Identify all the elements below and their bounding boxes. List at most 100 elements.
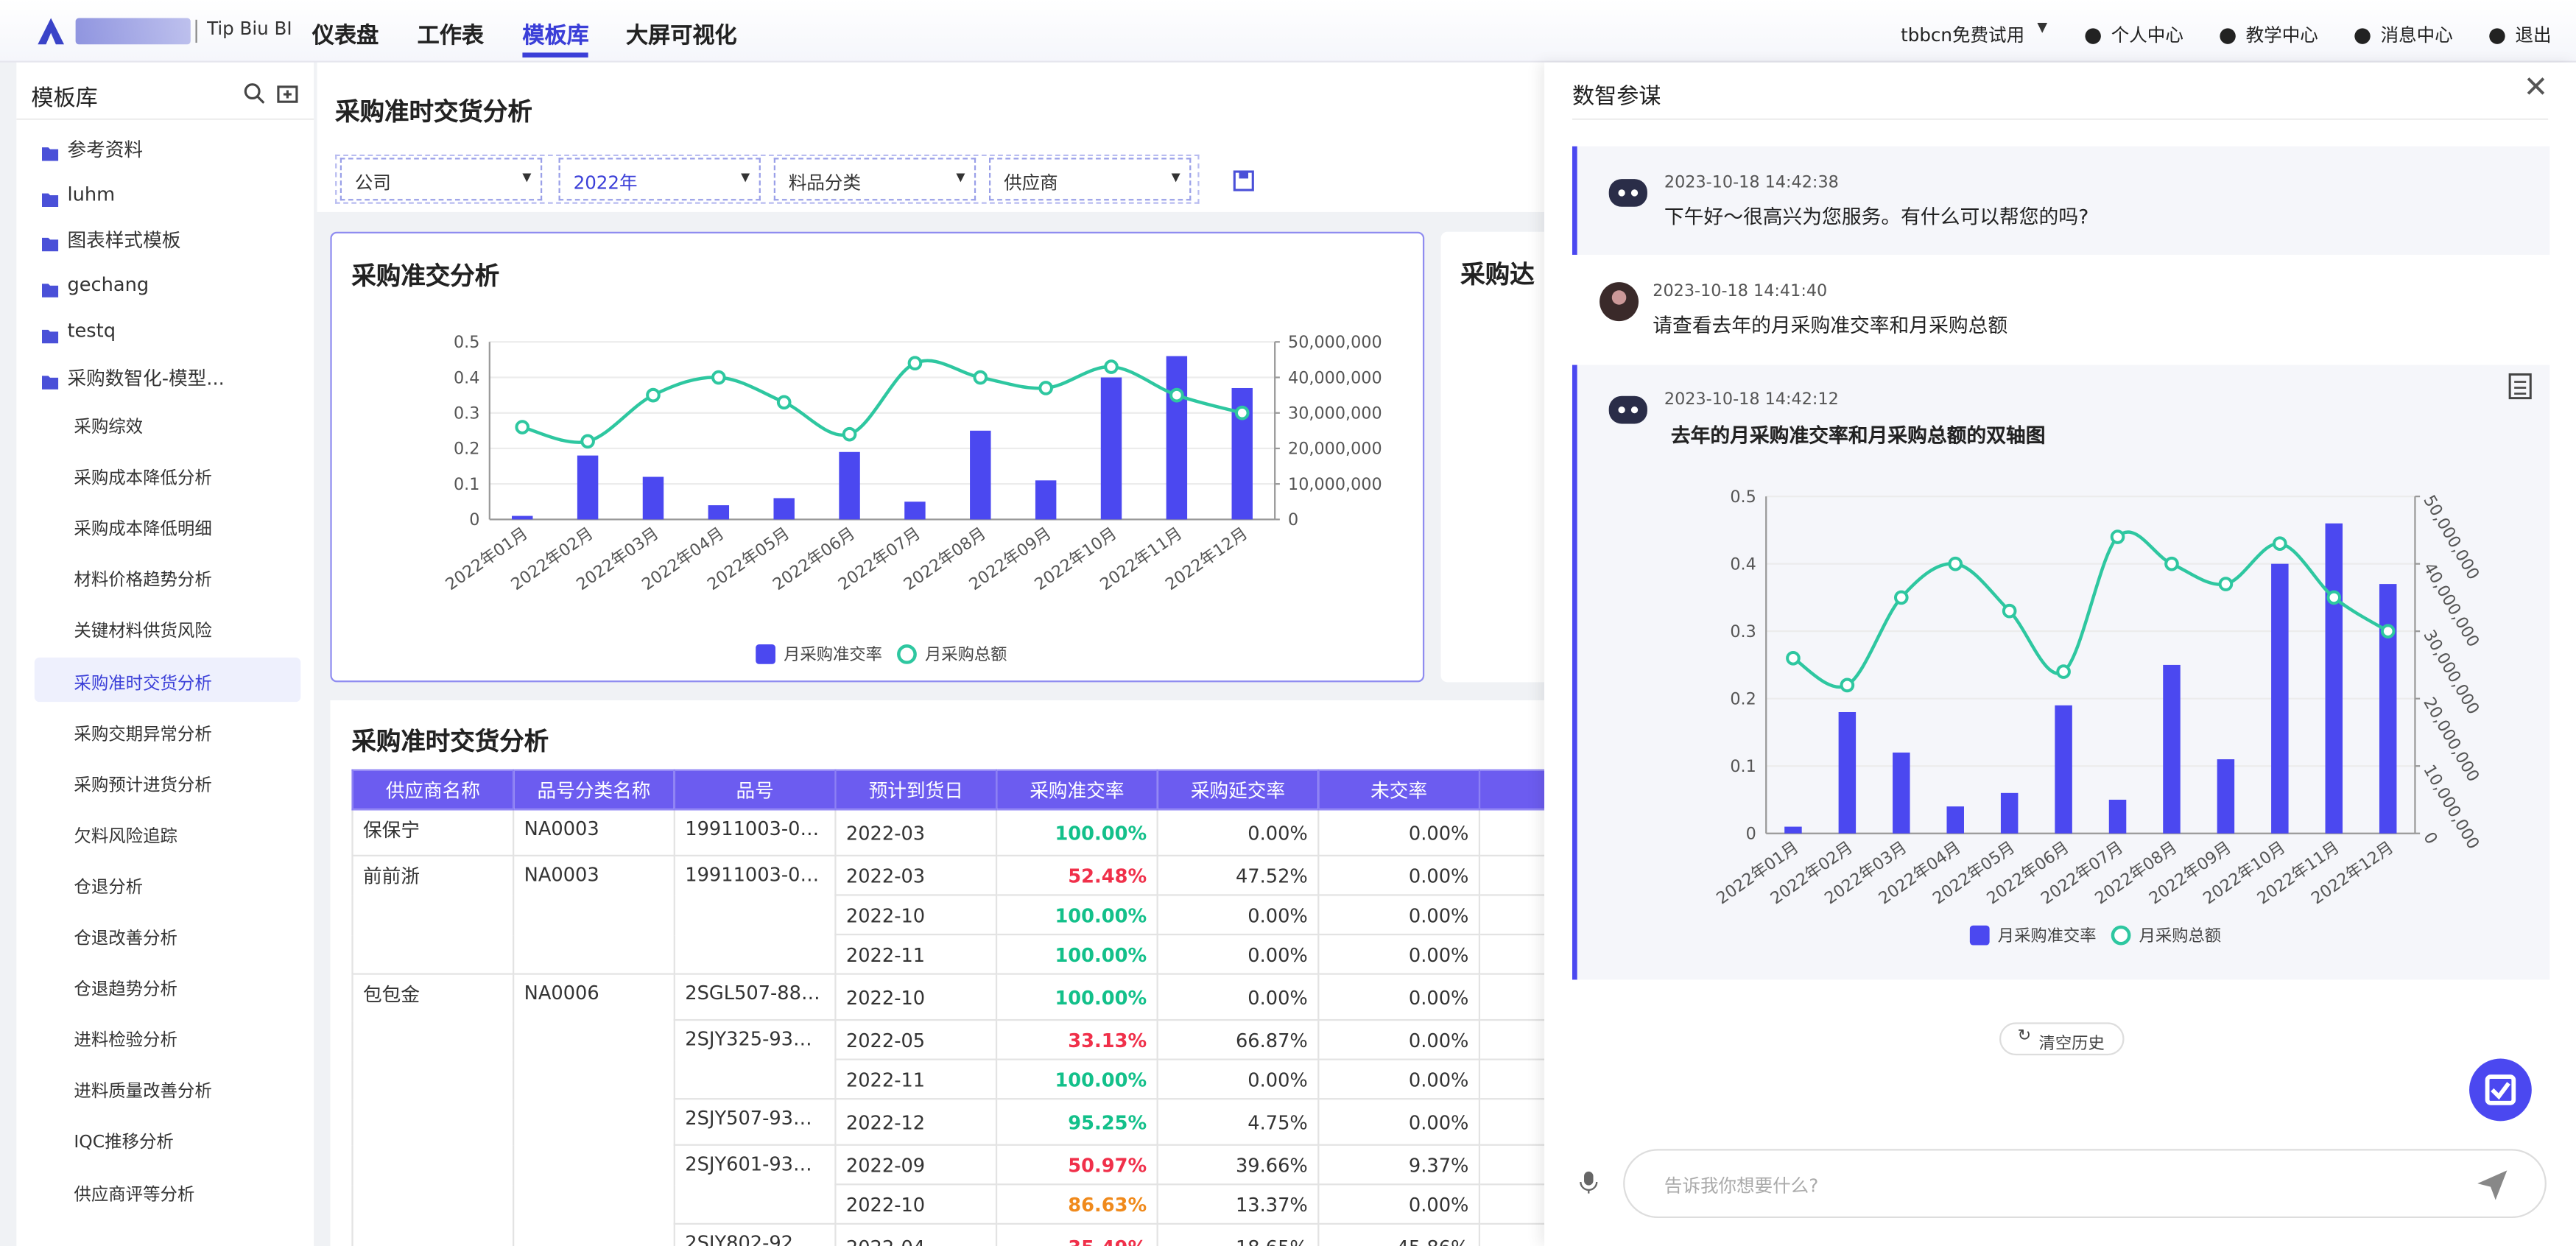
undelivered-cell: 0.00%: [1317, 933, 1481, 975]
line-point: [776, 395, 792, 410]
legend-swatch: [2111, 925, 2131, 946]
nav-link[interactable]: 退出: [2515, 24, 2552, 46]
supplier-cell: 保保宁: [351, 809, 515, 856]
user-caret: ▼: [2037, 19, 2048, 35]
clear-history[interactable]: 清空历史: [1999, 1022, 2125, 1056]
date-cell: 2022-05: [834, 1018, 998, 1060]
line-point: [646, 387, 661, 403]
message-time: 2023-10-18 14:42:12: [1664, 391, 1839, 409]
nav-link[interactable]: 个人中心: [2111, 24, 2183, 46]
menu-item[interactable]: 仪表盘: [312, 23, 379, 49]
sidebar-item[interactable]: 进料检验分析: [74, 1031, 177, 1051]
sidebar-item[interactable]: 采购预计进货分析: [74, 775, 212, 795]
undelivered-cell: 0.00%: [1317, 809, 1481, 856]
folder-item[interactable]: 采购数智化-模型...: [67, 365, 225, 389]
sidebar-item[interactable]: 采购成本降低明细: [74, 519, 212, 540]
folder-item[interactable]: 图表样式模板: [67, 229, 181, 253]
table-title: 采购准时交货分析: [351, 726, 549, 756]
late-cell: 13.37%: [1156, 1183, 1320, 1225]
sidebar-title: 模板库: [31, 85, 98, 112]
folder-item[interactable]: luhm: [67, 182, 116, 205]
bot-avatar-svg: [1608, 395, 1647, 424]
input-placeholder: 告诉我你想要什么?: [1664, 1175, 1819, 1197]
ontime-cell: 50.97%: [995, 1144, 1158, 1186]
send-icon-svg: [2477, 1170, 2508, 1200]
filter-select[interactable]: 公司 ▼: [339, 158, 543, 201]
y2-tick-label: 0: [2419, 829, 2441, 848]
date-cell: 2022-03: [834, 854, 998, 896]
folder-item[interactable]: testq: [67, 318, 116, 342]
line-point: [711, 370, 726, 385]
sidebar-item[interactable]: 仓退趋势分析: [74, 979, 177, 1000]
filter-select[interactable]: 料品分类 ▼: [773, 158, 976, 201]
header-cell: 品号: [673, 769, 837, 811]
sidebar-item[interactable]: 关键材料供货风险: [74, 622, 212, 642]
undelivered-cell: 0.00%: [1317, 1098, 1481, 1146]
link-icon: [2218, 21, 2238, 44]
side-panel-title: 采购达: [1460, 259, 1535, 289]
folder-item[interactable]: gechang: [67, 272, 149, 297]
link-icon: [2083, 21, 2103, 44]
nav-link[interactable]: 教学中心: [2245, 24, 2318, 46]
y-tick-label: 0.3: [454, 404, 479, 423]
chat-input[interactable]: 告诉我你想要什么?: [1623, 1149, 2547, 1219]
supplier-cell: 前前浙: [351, 854, 515, 975]
sidebar-item[interactable]: 仓退分析: [74, 877, 144, 898]
chat-close[interactable]: ✕: [2523, 70, 2549, 105]
logo-text: Tip Biu BI: [207, 18, 292, 40]
header-cell: 供应商名称: [351, 769, 515, 811]
sidebar-item[interactable]: 采购交期异常分析: [74, 724, 212, 745]
sidebar-item[interactable]: 欠料风险追踪: [74, 826, 177, 847]
sidebar-item[interactable]: IQC推移分析: [74, 1133, 174, 1153]
class-cell: NA0006: [513, 973, 675, 1246]
part-cell: 19911003-000...: [673, 854, 837, 975]
folder-item[interactable]: 参考资料: [67, 138, 144, 161]
filter-select[interactable]: 2022年 ▼: [558, 158, 761, 201]
date-cell: 2022-10: [834, 894, 998, 936]
legend-swatch: [897, 644, 917, 664]
chart-title: 采购准交分析: [351, 261, 500, 292]
sidebar-item[interactable]: 材料价格趋势分析: [74, 571, 212, 591]
date-cell: 2022-11: [834, 933, 998, 975]
undelivered-cell: 0.00%: [1317, 1058, 1481, 1100]
chat-chart: 0 0.1 0.2 0.3 0.4 0.5 0 10,000,000 20,000,000 30,…: [1544, 63, 2576, 1246]
line-point: [1840, 677, 1855, 693]
user-menu[interactable]: tbbcn免费试用: [1901, 24, 2025, 46]
folder-icon-svg: [41, 329, 59, 343]
ontime-cell: 33.13%: [995, 1018, 1158, 1060]
line-point: [1169, 387, 1184, 403]
link-icon: [2488, 21, 2508, 44]
page-title: 采购准时交货分析: [335, 96, 532, 127]
sidebar-item[interactable]: 仓退改善分析: [74, 929, 177, 948]
line-point: [2380, 624, 2396, 638]
late-cell: 18.65%: [1156, 1222, 1320, 1246]
sidebar-item[interactable]: 采购综效: [74, 417, 144, 437]
menu-underline: [522, 52, 588, 58]
menu-item[interactable]: 工作表: [417, 23, 485, 49]
filter-select[interactable]: 供应商 ▼: [989, 158, 1192, 201]
line-point: [2326, 590, 2342, 605]
sidebar: 模板库参考资料 luhm 图表样式模板 gechang testq 采购数智化-模型...…: [16, 62, 314, 1246]
bar: [2217, 759, 2235, 834]
menu-item[interactable]: 模板库: [522, 23, 589, 49]
nav-link[interactable]: 消息中心: [2380, 24, 2453, 46]
part-cell: 2SJY802-92A1...: [673, 1222, 837, 1246]
date-cell: 2022-12: [834, 1098, 998, 1146]
sidebar-item[interactable]: 采购成本降低分析: [74, 468, 212, 489]
bot-avatar: [1600, 390, 1656, 432]
menu-item[interactable]: 大屏可视化: [625, 23, 737, 49]
send-icon: [2476, 1169, 2509, 1202]
y2-tick-label: 40,000,000: [1288, 368, 1382, 387]
top-nav: Tip Biu BI 仪表盘 工作表 模板库 大屏可视化 tbbcn免费试用 ▼ 个人中心 教学…: [0, 0, 2576, 63]
legend-label: 月采购总额: [925, 645, 1007, 664]
bar: [2379, 584, 2397, 834]
ontime-cell: 52.48%: [995, 854, 1158, 896]
sidebar-item[interactable]: 供应商评等分析: [74, 1184, 195, 1205]
link-icon-svg: [2354, 28, 2371, 44]
sidebar-item[interactable]: 进料质量改善分析: [74, 1082, 212, 1102]
sidebar-item[interactable]: 采购准时交货分析: [74, 673, 212, 693]
y-tick-label: 0.5: [454, 333, 479, 352]
bar: [1166, 356, 1188, 520]
bot-avatar: [1600, 172, 1656, 215]
